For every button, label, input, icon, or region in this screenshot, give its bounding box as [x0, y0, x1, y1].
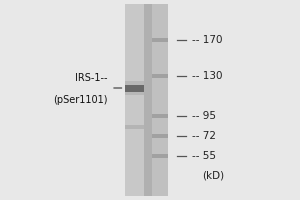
- Text: -- 55: -- 55: [192, 151, 216, 161]
- Bar: [124, 125, 144, 129]
- Bar: [152, 38, 168, 42]
- Text: -- 95: -- 95: [192, 111, 216, 121]
- Bar: [152, 4, 168, 196]
- Bar: [152, 134, 168, 138]
- Bar: [124, 4, 144, 196]
- Bar: [152, 154, 168, 158]
- Bar: [152, 74, 168, 78]
- Bar: [144, 4, 152, 196]
- Text: IRS-1--: IRS-1--: [76, 73, 108, 83]
- Text: -- 170: -- 170: [192, 35, 223, 45]
- Bar: [124, 84, 144, 92]
- Text: -- 130: -- 130: [192, 71, 223, 81]
- Bar: [124, 81, 144, 95]
- Text: -- 72: -- 72: [192, 131, 216, 141]
- Bar: [152, 114, 168, 118]
- Text: (pSer1101): (pSer1101): [53, 95, 108, 105]
- Text: (kD): (kD): [202, 171, 225, 181]
